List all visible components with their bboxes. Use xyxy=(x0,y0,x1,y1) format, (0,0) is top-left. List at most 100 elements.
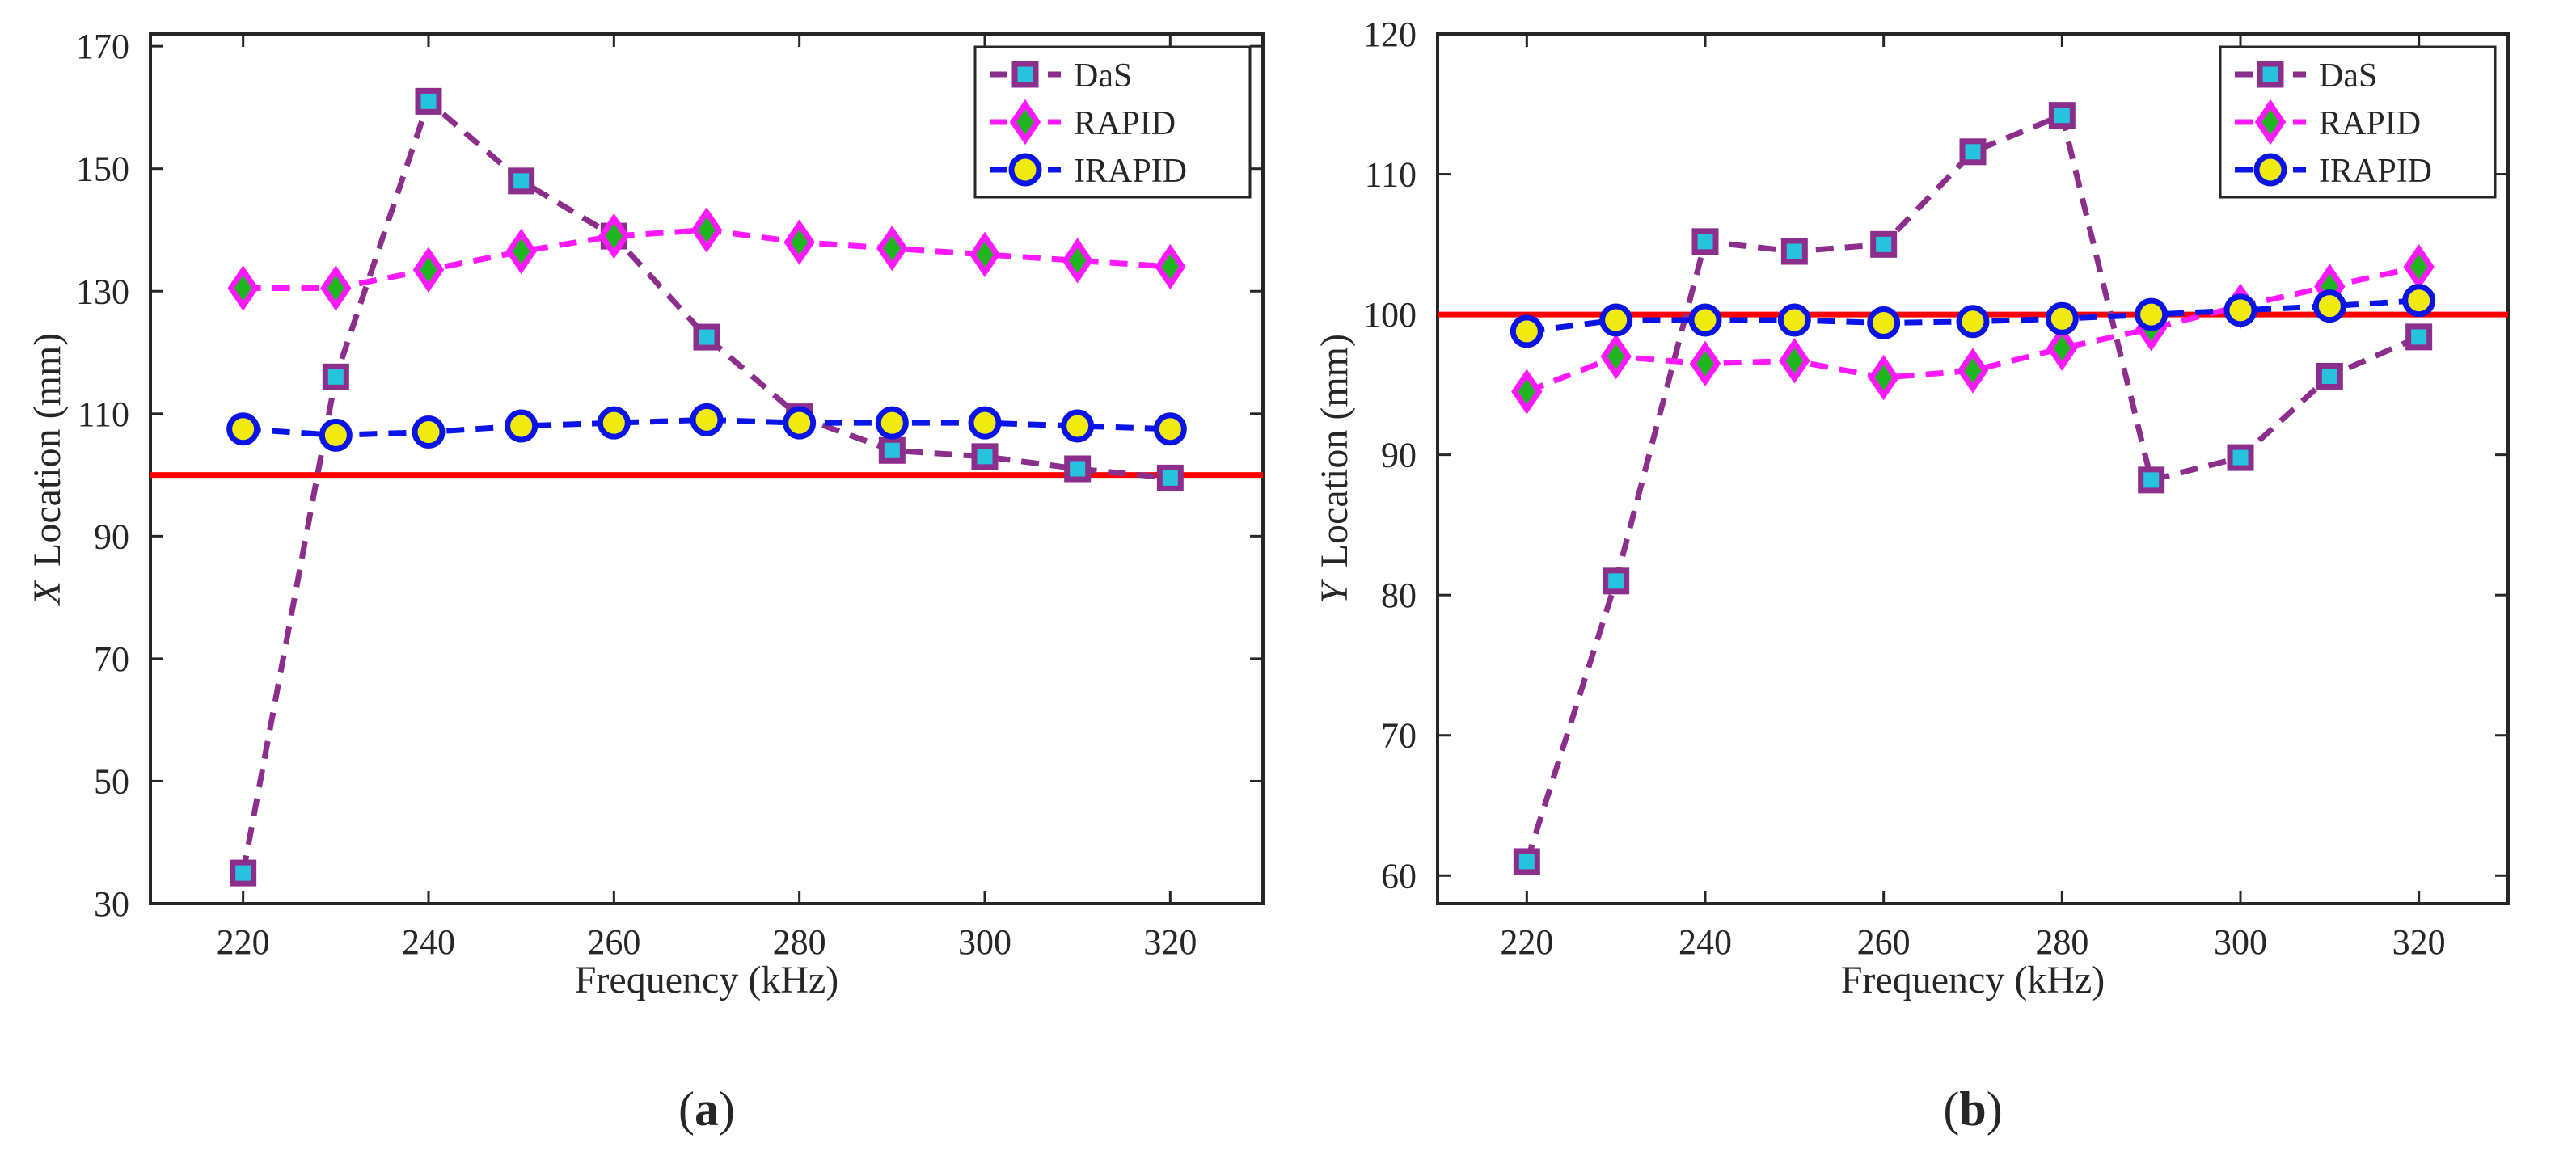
data-point-das xyxy=(322,363,349,390)
y-axis-label-gap xyxy=(1313,567,1356,577)
data-point-irapid xyxy=(1956,305,1990,339)
data-point-das xyxy=(1959,138,1987,166)
series-line-das xyxy=(240,96,1171,874)
data-point-irapid xyxy=(412,415,446,449)
y-tick-label: 30 xyxy=(94,884,129,924)
data-point-rapid xyxy=(505,228,537,275)
x-tick-label: 240 xyxy=(1679,922,1732,962)
series-line-rapid xyxy=(1526,264,2420,394)
legend-label-irapid: IRAPID xyxy=(2319,153,2432,190)
data-point-das xyxy=(508,167,535,195)
data-point-rapid xyxy=(1779,338,1810,384)
data-point-irapid xyxy=(783,406,817,440)
y-tick-label: 70 xyxy=(1381,716,1417,756)
y-axis-label: X Location (mm) xyxy=(26,333,69,607)
panel-label-letter: a xyxy=(695,1082,719,1136)
data-point-irapid xyxy=(2402,284,2436,318)
data-point-rapid xyxy=(1868,354,1899,401)
panel-label-open: ( xyxy=(1943,1082,1959,1136)
data-point-irapid xyxy=(690,403,724,436)
y-tick-label: 100 xyxy=(1363,295,1417,335)
panel-label-close: ) xyxy=(719,1082,735,1136)
y-tick-label: 50 xyxy=(94,761,129,801)
y-tick-label: 60 xyxy=(1381,856,1417,896)
x-tick-label: 300 xyxy=(958,922,1011,962)
legend-label-das: DaS xyxy=(2319,57,2377,95)
panel-label: (a) xyxy=(678,1082,735,1136)
data-point-irapid xyxy=(875,406,909,440)
y-tick-label: 90 xyxy=(1381,436,1417,475)
data-point-rapid xyxy=(969,231,1001,278)
y-axis-label: Y Location (mm) xyxy=(1313,334,1356,604)
data-point-das xyxy=(878,436,906,464)
data-point-irapid xyxy=(1599,303,1633,337)
series-line-das xyxy=(1523,111,2421,862)
data-point-rapid xyxy=(1689,340,1721,387)
data-point-das xyxy=(415,87,442,115)
y-axis-label-rest: Location (mm) xyxy=(1313,334,1356,567)
data-point-rapid xyxy=(1062,238,1093,284)
data-point-das xyxy=(1691,228,1719,255)
data-point-irapid xyxy=(2223,293,2257,327)
x-tick-label: 320 xyxy=(1143,922,1197,962)
data-point-irapid xyxy=(968,406,1002,440)
axes-box xyxy=(1436,32,2510,905)
data-point-das xyxy=(971,443,999,470)
x-tick-label: 320 xyxy=(2392,922,2446,962)
series-markers-das xyxy=(1513,102,2433,875)
legend: DaS RAPID IRAPID xyxy=(2219,45,2497,199)
data-point-irapid xyxy=(505,409,538,443)
data-point-das xyxy=(2405,323,2433,351)
data-point-das xyxy=(2316,362,2343,390)
panel-label-open: ( xyxy=(678,1082,695,1136)
data-point-rapid xyxy=(412,247,445,293)
x-tick-label: 260 xyxy=(1857,922,1911,962)
x-axis-label: Frequency (kHz) xyxy=(575,959,839,1001)
panel-label-close: ) xyxy=(1987,1082,2003,1136)
x-tick-label: 240 xyxy=(402,922,455,962)
legend-marker-das xyxy=(2257,61,2284,88)
legend-marker-irapid xyxy=(2253,153,2287,187)
data-point-rapid xyxy=(690,207,723,253)
series-markers-irapid xyxy=(226,403,1187,452)
data-point-rapid xyxy=(876,225,908,272)
data-point-irapid xyxy=(1777,303,1811,337)
y-tick-label: 120 xyxy=(1363,15,1417,54)
data-point-irapid xyxy=(319,418,353,452)
data-point-irapid xyxy=(1153,412,1187,446)
data-point-rapid xyxy=(783,219,815,265)
y-tick-label: 130 xyxy=(76,272,129,311)
data-point-das xyxy=(693,323,720,351)
legend-label-rapid: RAPID xyxy=(1074,105,1176,142)
y-tick-label: 80 xyxy=(1381,576,1417,615)
legend-marker-irapid xyxy=(1008,153,1042,187)
data-point-rapid xyxy=(1600,333,1632,380)
data-point-rapid xyxy=(1957,348,1989,394)
axes-box xyxy=(149,32,1265,905)
y-axis-label-var: X xyxy=(26,580,69,606)
y-axis-label-var: Y xyxy=(1313,579,1356,604)
data-point-das xyxy=(2048,102,2076,129)
legend-marker-rapid xyxy=(2254,99,2287,145)
chart-panel-a: 220 240 260 280 300 320 30 50 70 90 110 130 150 170 Fr… xyxy=(26,27,1265,1136)
data-point-irapid xyxy=(1867,306,1901,340)
y-tick-label: 110 xyxy=(78,394,129,434)
x-tick-label: 280 xyxy=(2035,922,2088,962)
y-axis-label-gap xyxy=(26,567,69,576)
data-point-das xyxy=(1513,848,1540,875)
y-tick-label: 70 xyxy=(94,639,129,679)
data-point-das xyxy=(2138,466,2165,494)
legend-marker-das xyxy=(1011,61,1039,88)
legend-label-rapid: RAPID xyxy=(2319,105,2421,142)
data-point-rapid xyxy=(598,213,630,259)
series-line-irapid xyxy=(243,416,1171,438)
data-point-das xyxy=(1156,464,1184,491)
data-point-das xyxy=(230,859,257,887)
data-point-rapid xyxy=(320,265,352,311)
data-point-irapid xyxy=(1061,409,1095,443)
data-point-das xyxy=(1064,455,1092,483)
data-point-irapid xyxy=(2312,289,2346,323)
data-point-rapid xyxy=(1155,243,1186,290)
y-tick-label: 150 xyxy=(76,150,129,189)
